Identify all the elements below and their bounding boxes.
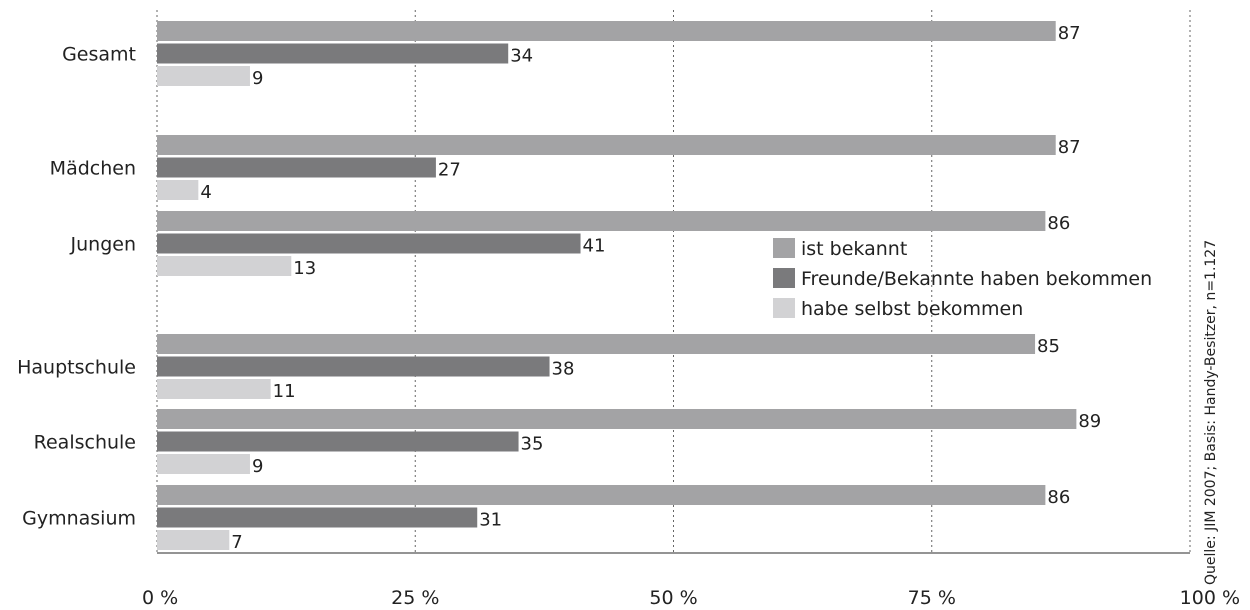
- bar: [157, 135, 1056, 155]
- x-tick-labels: 0 % 25 % 50 % 75 % 100 %: [142, 587, 1240, 609]
- grid-lines: [156, 10, 1191, 553]
- legend-swatch: [773, 238, 795, 258]
- data-label: 35: [521, 434, 544, 455]
- data-label: 87: [1058, 137, 1081, 158]
- category-label: Mädchen: [50, 158, 136, 180]
- data-label: 31: [479, 510, 502, 531]
- category-labels: Gesamt Mädchen Jungen Hauptschule Realschule…: [17, 44, 136, 530]
- bar: [157, 379, 271, 399]
- bar: [157, 21, 1056, 41]
- bar: [157, 507, 478, 528]
- data-label: 9: [252, 68, 263, 89]
- data-label: 13: [293, 258, 316, 279]
- bar: [157, 356, 550, 377]
- x-tick-label: 0 %: [142, 587, 178, 609]
- data-label: 9: [252, 456, 263, 477]
- bar: [157, 485, 1046, 505]
- data-label: 7: [231, 532, 242, 553]
- bar: [157, 431, 519, 452]
- source-note: Quelle: JIM 2007; Basis: Handy-Besitzer,…: [1203, 240, 1219, 585]
- bar: [157, 334, 1036, 354]
- data-label: 86: [1047, 213, 1070, 234]
- x-tick-label: 25 %: [391, 587, 439, 609]
- legend-swatch: [773, 268, 795, 288]
- bar: [157, 157, 436, 178]
- category-label: Realschule: [34, 432, 136, 454]
- data-label: 38: [552, 359, 575, 380]
- legend: ist bekannt Freunde/Bekannte haben bekomm…: [773, 238, 1152, 320]
- data-label: 86: [1047, 487, 1070, 508]
- category-label: Gesamt: [62, 44, 136, 66]
- legend-label: habe selbst bekommen: [801, 298, 1023, 320]
- value-labels: 87 34 9 87 27 4 86 41 13 85 38 11 89 35 9 86 31 7: [200, 23, 1101, 553]
- bar: [157, 211, 1046, 231]
- data-label: 34: [510, 46, 533, 67]
- data-label: 41: [583, 236, 606, 257]
- category-label: Hauptschule: [17, 357, 136, 379]
- x-tick-label: 50 %: [649, 587, 697, 609]
- bar: [157, 66, 250, 86]
- category-label: Jungen: [70, 234, 136, 256]
- bar: [157, 180, 199, 200]
- bars: [157, 21, 1077, 550]
- data-label: 87: [1058, 23, 1081, 44]
- x-tick-label: 100 %: [1180, 587, 1240, 609]
- x-tick-label: 75 %: [908, 587, 956, 609]
- data-label: 27: [438, 160, 461, 181]
- bar: [157, 256, 292, 276]
- legend-label: Freunde/Bekannte haben bekommen: [801, 268, 1152, 290]
- bar: [157, 530, 230, 550]
- data-label: 4: [200, 182, 211, 203]
- legend-label: ist bekannt: [801, 238, 907, 260]
- category-label: Gymnasium: [22, 508, 136, 530]
- bar: [157, 233, 581, 254]
- bar: [157, 454, 250, 474]
- data-label: 89: [1078, 411, 1101, 432]
- data-label: 85: [1037, 336, 1060, 357]
- bar: [157, 43, 509, 64]
- data-label: 11: [273, 381, 296, 402]
- legend-swatch: [773, 298, 795, 318]
- bar: [157, 409, 1077, 429]
